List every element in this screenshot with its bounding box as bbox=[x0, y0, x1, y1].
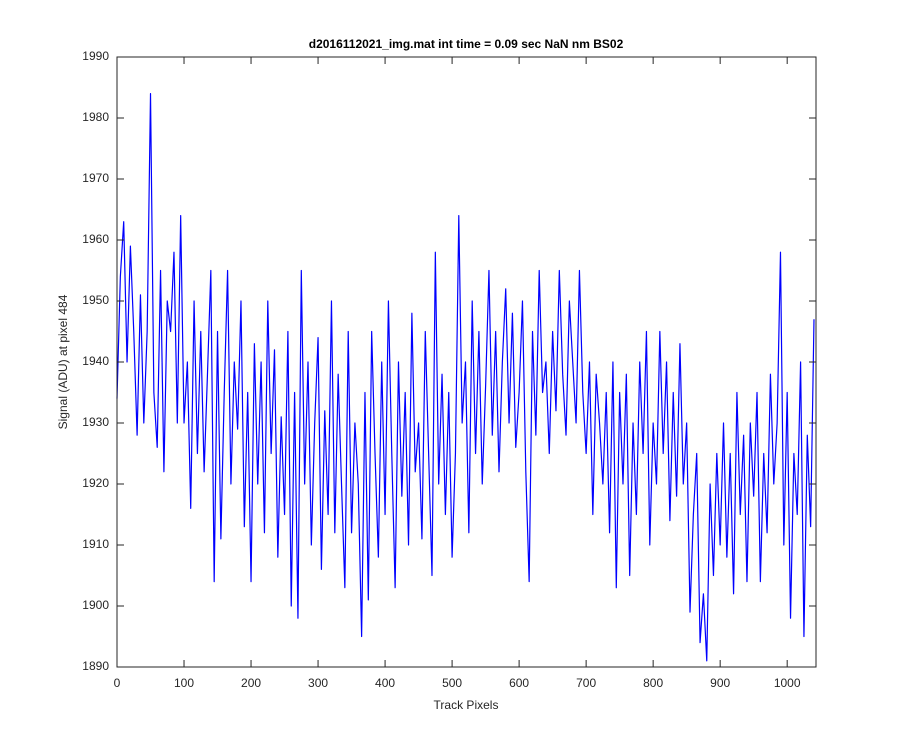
data-line bbox=[116, 93, 815, 662]
x-tick-label: 300 bbox=[308, 676, 328, 690]
x-tick-label: 100 bbox=[174, 676, 194, 690]
y-tick-label: 1910 bbox=[82, 537, 109, 551]
x-tick-label: 800 bbox=[643, 676, 663, 690]
y-tick-label: 1970 bbox=[82, 171, 109, 185]
y-tick-label: 1940 bbox=[82, 354, 109, 368]
y-tick-label: 1890 bbox=[82, 659, 109, 673]
x-tick-label: 700 bbox=[576, 676, 596, 690]
y-axis-label: Signal (ADU) at pixel 484 bbox=[56, 294, 70, 429]
y-tick-label: 1900 bbox=[82, 598, 109, 612]
x-tick-label: 200 bbox=[241, 676, 261, 690]
y-tick-label: 1990 bbox=[82, 49, 109, 63]
y-tick-label: 1980 bbox=[82, 110, 109, 124]
x-axis-label: Track Pixels bbox=[434, 698, 499, 712]
y-tick-label: 1960 bbox=[82, 232, 109, 246]
x-tick-label: 0 bbox=[114, 676, 121, 690]
x-tick-label: 400 bbox=[375, 676, 395, 690]
x-tick-label: 600 bbox=[509, 676, 529, 690]
x-tick-label: 1000 bbox=[774, 676, 801, 690]
chart-title: d2016112021_img.mat int time = 0.09 sec … bbox=[309, 37, 624, 51]
y-tick-label: 1920 bbox=[82, 476, 109, 490]
y-tick-label: 1950 bbox=[82, 293, 109, 307]
x-tick-label: 500 bbox=[442, 676, 462, 690]
y-tick-label: 1930 bbox=[82, 415, 109, 429]
x-tick-label: 900 bbox=[710, 676, 730, 690]
